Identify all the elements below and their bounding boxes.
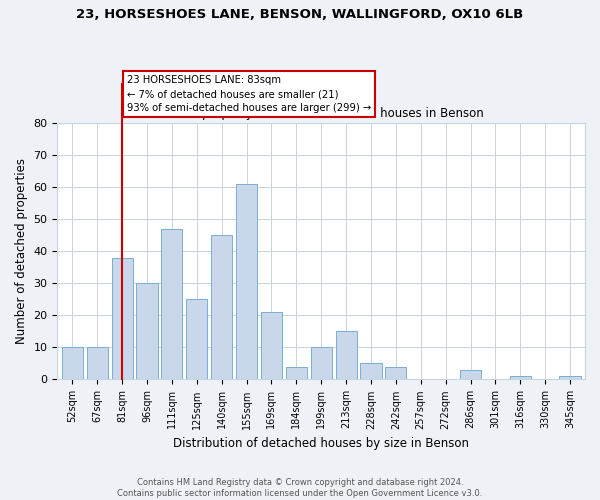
Bar — [261, 312, 282, 380]
Bar — [161, 228, 182, 380]
Bar — [136, 284, 158, 380]
Bar — [335, 332, 356, 380]
Bar — [361, 364, 382, 380]
Bar — [510, 376, 531, 380]
Bar — [112, 258, 133, 380]
Bar — [460, 370, 481, 380]
Y-axis label: Number of detached properties: Number of detached properties — [15, 158, 28, 344]
Bar — [86, 348, 108, 380]
Text: Contains HM Land Registry data © Crown copyright and database right 2024.
Contai: Contains HM Land Registry data © Crown c… — [118, 478, 482, 498]
X-axis label: Distribution of detached houses by size in Benson: Distribution of detached houses by size … — [173, 437, 469, 450]
Text: 23 HORSESHOES LANE: 83sqm
← 7% of detached houses are smaller (21)
93% of semi-d: 23 HORSESHOES LANE: 83sqm ← 7% of detach… — [127, 76, 371, 114]
Bar — [236, 184, 257, 380]
Bar — [211, 235, 232, 380]
Bar — [385, 366, 406, 380]
Bar — [186, 300, 208, 380]
Bar — [62, 348, 83, 380]
Bar — [286, 366, 307, 380]
Bar — [311, 348, 332, 380]
Bar — [559, 376, 581, 380]
Text: 23, HORSESHOES LANE, BENSON, WALLINGFORD, OX10 6LB: 23, HORSESHOES LANE, BENSON, WALLINGFORD… — [76, 8, 524, 20]
Title: Size of property relative to detached houses in Benson: Size of property relative to detached ho… — [159, 108, 484, 120]
